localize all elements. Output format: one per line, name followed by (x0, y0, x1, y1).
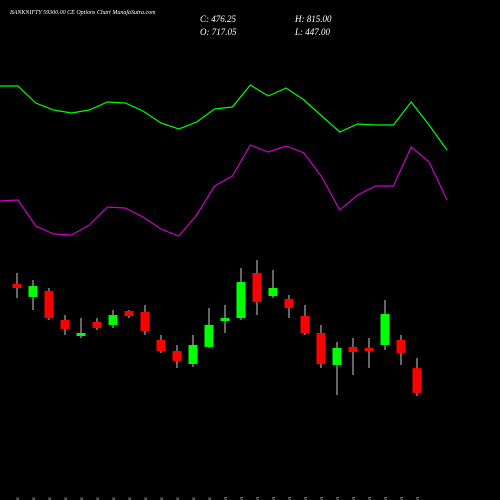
candle-body (380, 314, 390, 345)
candle-body (108, 315, 118, 325)
candle-body (268, 287, 278, 297)
candle-body (396, 340, 406, 354)
candle-body (236, 282, 246, 319)
x-tick-label: 17 Dec (63, 496, 69, 500)
x-tick-label: 01 Jan (223, 497, 229, 500)
indicator-line (0, 84, 448, 151)
low-label: L: 447.00 (294, 27, 331, 37)
candle-body (348, 346, 358, 352)
candle-body (76, 333, 86, 336)
candle-body (124, 311, 134, 316)
candle-body (60, 319, 70, 329)
x-tick-label: 19 Jan (399, 497, 405, 500)
x-tick-label: 14 Jan (366, 497, 373, 500)
candle-body (28, 286, 38, 297)
x-tick-label: 05 Jan (255, 497, 261, 500)
high-label: H: 815.00 (294, 14, 332, 24)
chart-title: BANKNIFTY 59300.00 CE Options Chart Muna… (10, 9, 156, 16)
candle-body (44, 290, 54, 319)
x-tick-label: 12 Dec (15, 496, 21, 500)
candle-body (252, 273, 262, 303)
x-tick-label: 16 Dec (47, 496, 53, 500)
x-tick-label: 16 Jan (383, 497, 389, 500)
candle-body (140, 312, 150, 332)
x-tick-label: 26 Dec (159, 496, 165, 500)
x-tick-label: 07 Jan (287, 497, 293, 500)
x-tick-label: 31 Dec (207, 496, 213, 500)
x-tick-label: 06 Jan (271, 497, 277, 500)
candle-body (156, 340, 166, 351)
x-tick-label: 20 Jan (415, 497, 421, 500)
x-tick-label: 09 Jan (319, 497, 325, 500)
candle-body (220, 318, 230, 322)
candle-body (92, 321, 102, 328)
x-tick-label: 12 Jan (335, 497, 341, 500)
candle-body (412, 368, 422, 393)
x-tick-label: 23 Dec (127, 496, 133, 500)
x-tick-label: 13 Jan (351, 497, 357, 500)
x-tick-label: 24 Dec (142, 496, 149, 500)
candle-body (204, 324, 214, 347)
x-tick-label: 15 Dec (31, 496, 37, 500)
close-label: C: 476.25 (200, 14, 237, 24)
candle-body (172, 350, 182, 361)
x-tick-label: 30 Dec (191, 496, 197, 500)
candle-body (300, 315, 310, 334)
x-tick-label: 29 Dec (175, 496, 181, 500)
candle-body (364, 347, 374, 351)
x-tick-label: 22 Dec (111, 496, 117, 500)
x-tick-label: 08 Jan (303, 497, 309, 500)
x-tick-label: 02 Jan (239, 497, 245, 500)
candle-body (12, 283, 22, 288)
x-tick-label: 18 Dec (79, 496, 85, 500)
candle-body (316, 333, 326, 364)
candle-body (332, 347, 342, 366)
open-label: O: 717.05 (200, 27, 237, 37)
candle-body (284, 299, 294, 309)
candle-body (188, 344, 198, 364)
indicator-line (0, 144, 448, 237)
x-tick-label: 19 Dec (95, 496, 101, 500)
